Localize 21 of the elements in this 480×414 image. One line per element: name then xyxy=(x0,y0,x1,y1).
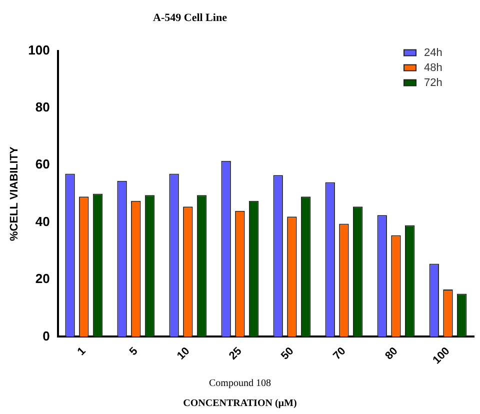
x-tick-label: 1 xyxy=(75,345,88,358)
y-tick-label: 60 xyxy=(35,156,50,172)
x-tick-label: 25 xyxy=(227,345,244,362)
x-tick-label: 10 xyxy=(175,345,192,362)
y-axis-title: %CELL VIABILITY xyxy=(8,146,21,242)
y-tick-label: 100 xyxy=(28,42,50,58)
legend-label: 24h xyxy=(424,46,442,59)
y-tick-label: 0 xyxy=(42,328,50,344)
y-tick-label: 80 xyxy=(35,100,50,115)
x-tick-label: 50 xyxy=(279,345,296,362)
legend-label: 48h xyxy=(424,62,442,74)
y-tick-label: 20 xyxy=(35,271,50,286)
x-tick-label: 80 xyxy=(383,345,400,362)
chart-title: A-549 Cell Line xyxy=(152,12,228,24)
x-tick-label: 5 xyxy=(127,345,140,358)
text: Compound 108 xyxy=(208,378,272,389)
x-tick-label: 100 xyxy=(430,345,452,367)
y-tick-label: 40 xyxy=(35,214,50,229)
legend-label: 72h xyxy=(424,76,442,89)
x-tick-label: 70 xyxy=(331,345,348,362)
x-axis-title: CONCENTRATION (µM) xyxy=(182,398,298,409)
